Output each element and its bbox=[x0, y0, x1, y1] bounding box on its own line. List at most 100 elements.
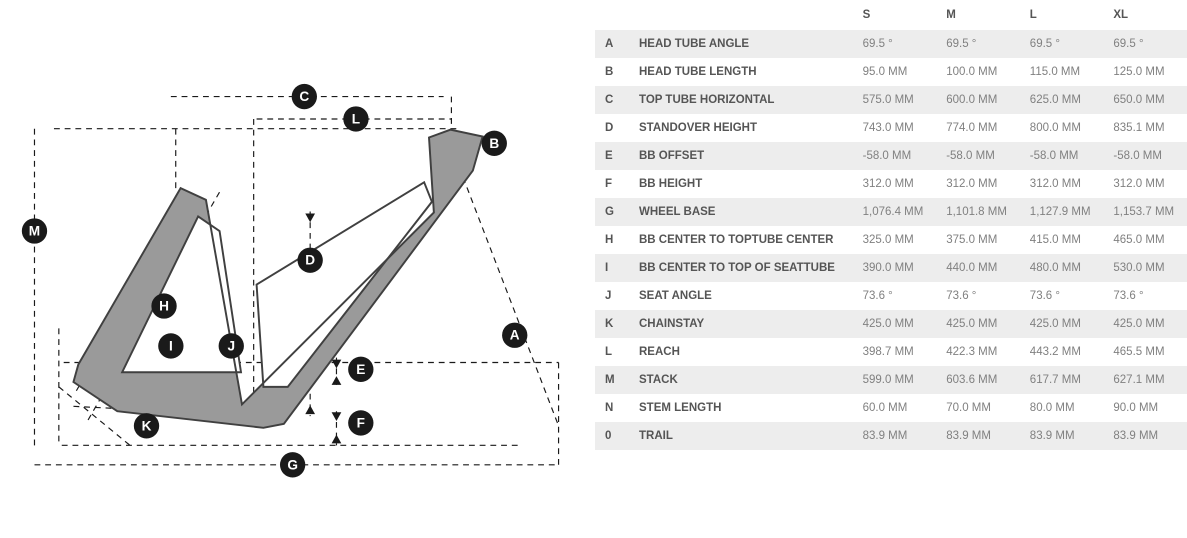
cell-value: 627.1 MM bbox=[1103, 366, 1187, 394]
row-letter: 0 bbox=[595, 422, 629, 450]
dim-arrow bbox=[332, 435, 342, 444]
table-row: 0TRAIL83.9 MM83.9 MM83.9 MM83.9 MM bbox=[595, 422, 1187, 450]
row-label: BB OFFSET bbox=[629, 142, 853, 170]
table-row: CTOP TUBE HORIZONTAL575.0 MM600.0 MM625.… bbox=[595, 86, 1187, 114]
cell-value: 600.0 MM bbox=[936, 86, 1020, 114]
callout-label-i: I bbox=[169, 338, 173, 353]
cell-value: 325.0 MM bbox=[853, 226, 937, 254]
bike-frame bbox=[73, 130, 482, 428]
cell-value: 125.0 MM bbox=[1103, 58, 1187, 86]
cell-value: 425.0 MM bbox=[1103, 310, 1187, 338]
size-header-l: L bbox=[1020, 0, 1104, 30]
cell-value: 73.6 ° bbox=[1103, 282, 1187, 310]
table-row: DSTANDOVER HEIGHT743.0 MM774.0 MM800.0 M… bbox=[595, 114, 1187, 142]
cell-value: 73.6 ° bbox=[1020, 282, 1104, 310]
row-label: REACH bbox=[629, 338, 853, 366]
cell-value: 69.5 ° bbox=[853, 30, 937, 58]
size-header-s: S bbox=[853, 0, 937, 30]
geometry-table: SMLXL AHEAD TUBE ANGLE69.5 °69.5 °69.5 °… bbox=[595, 0, 1187, 450]
dim-arrow bbox=[305, 213, 315, 222]
callout-label-l: L bbox=[352, 111, 360, 126]
cell-value: 603.6 MM bbox=[936, 366, 1020, 394]
cell-value: 69.5 ° bbox=[1020, 30, 1104, 58]
callout-label-b: B bbox=[489, 136, 499, 151]
cell-value: 390.0 MM bbox=[853, 254, 937, 282]
row-label: BB CENTER TO TOPTUBE CENTER bbox=[629, 226, 853, 254]
cell-value: 70.0 MM bbox=[936, 394, 1020, 422]
cell-value: 530.0 MM bbox=[1103, 254, 1187, 282]
frame-cutout bbox=[257, 182, 432, 387]
cell-value: 425.0 MM bbox=[936, 310, 1020, 338]
row-label: HEAD TUBE LENGTH bbox=[629, 58, 853, 86]
dim-line bbox=[463, 177, 558, 425]
cell-value: 312.0 MM bbox=[936, 170, 1020, 198]
header-blank-label bbox=[629, 0, 853, 30]
row-letter: J bbox=[595, 282, 629, 310]
row-letter: N bbox=[595, 394, 629, 422]
table-row: KCHAINSTAY425.0 MM425.0 MM425.0 MM425.0 … bbox=[595, 310, 1187, 338]
cell-value: 312.0 MM bbox=[1020, 170, 1104, 198]
row-label: HEAD TUBE ANGLE bbox=[629, 30, 853, 58]
row-label: BB HEIGHT bbox=[629, 170, 853, 198]
cell-value: 375.0 MM bbox=[936, 226, 1020, 254]
size-header-xl: XL bbox=[1103, 0, 1187, 30]
dim-arrow bbox=[305, 405, 315, 414]
cell-value: 60.0 MM bbox=[853, 394, 937, 422]
row-label: BB CENTER TO TOP OF SEATTUBE bbox=[629, 254, 853, 282]
cell-value: 774.0 MM bbox=[936, 114, 1020, 142]
cell-value: 1,153.7 MM bbox=[1103, 198, 1187, 226]
callout-label-m: M bbox=[29, 224, 40, 239]
cell-value: 80.0 MM bbox=[1020, 394, 1104, 422]
cell-value: 425.0 MM bbox=[853, 310, 937, 338]
callout-label-d: D bbox=[305, 253, 315, 268]
cell-value: 625.0 MM bbox=[1020, 86, 1104, 114]
size-header-m: M bbox=[936, 0, 1020, 30]
row-label: WHEEL BASE bbox=[629, 198, 853, 226]
cell-value: 90.0 MM bbox=[1103, 394, 1187, 422]
cell-value: -58.0 MM bbox=[1103, 142, 1187, 170]
callout-label-f: F bbox=[357, 415, 365, 430]
table-row: JSEAT ANGLE73.6 °73.6 °73.6 °73.6 ° bbox=[595, 282, 1187, 310]
cell-value: 100.0 MM bbox=[936, 58, 1020, 86]
row-letter: B bbox=[595, 58, 629, 86]
cell-value: 69.5 ° bbox=[936, 30, 1020, 58]
table-row: AHEAD TUBE ANGLE69.5 °69.5 °69.5 °69.5 ° bbox=[595, 30, 1187, 58]
callout-label-c: C bbox=[299, 89, 309, 104]
cell-value: 422.3 MM bbox=[936, 338, 1020, 366]
frame-diagram-svg: ABCDEFGHIJKLM bbox=[15, 30, 580, 508]
row-letter: C bbox=[595, 86, 629, 114]
cell-value: 83.9 MM bbox=[936, 422, 1020, 450]
row-letter: F bbox=[595, 170, 629, 198]
cell-value: 480.0 MM bbox=[1020, 254, 1104, 282]
row-letter: D bbox=[595, 114, 629, 142]
cell-value: 1,101.8 MM bbox=[936, 198, 1020, 226]
cell-value: 83.9 MM bbox=[1020, 422, 1104, 450]
cell-value: 95.0 MM bbox=[853, 58, 937, 86]
table-row: EBB OFFSET-58.0 MM-58.0 MM-58.0 MM-58.0 … bbox=[595, 142, 1187, 170]
cell-value: 617.7 MM bbox=[1020, 366, 1104, 394]
row-letter: A bbox=[595, 30, 629, 58]
dim-arrow bbox=[332, 376, 342, 385]
row-letter: I bbox=[595, 254, 629, 282]
table-row: IBB CENTER TO TOP OF SEATTUBE390.0 MM440… bbox=[595, 254, 1187, 282]
cell-value: 743.0 MM bbox=[853, 114, 937, 142]
dim-arrow bbox=[332, 360, 342, 369]
cell-value: -58.0 MM bbox=[1020, 142, 1104, 170]
table-row: LREACH398.7 MM422.3 MM443.2 MM465.5 MM bbox=[595, 338, 1187, 366]
cell-value: 465.0 MM bbox=[1103, 226, 1187, 254]
header-blank-letter bbox=[595, 0, 629, 30]
geometry-table-panel: SMLXL AHEAD TUBE ANGLE69.5 °69.5 °69.5 °… bbox=[595, 0, 1187, 538]
cell-value: 650.0 MM bbox=[1103, 86, 1187, 114]
table-row: BHEAD TUBE LENGTH95.0 MM100.0 MM115.0 MM… bbox=[595, 58, 1187, 86]
cell-value: 440.0 MM bbox=[936, 254, 1020, 282]
cell-value: 73.6 ° bbox=[936, 282, 1020, 310]
callout-label-h: H bbox=[159, 299, 169, 314]
cell-value: 69.5 ° bbox=[1103, 30, 1187, 58]
cell-value: 443.2 MM bbox=[1020, 338, 1104, 366]
table-row: NSTEM LENGTH60.0 MM70.0 MM80.0 MM90.0 MM bbox=[595, 394, 1187, 422]
table-row: HBB CENTER TO TOPTUBE CENTER325.0 MM375.… bbox=[595, 226, 1187, 254]
cell-value: 83.9 MM bbox=[853, 422, 937, 450]
cell-value: 312.0 MM bbox=[1103, 170, 1187, 198]
cell-value: 835.1 MM bbox=[1103, 114, 1187, 142]
row-letter: E bbox=[595, 142, 629, 170]
